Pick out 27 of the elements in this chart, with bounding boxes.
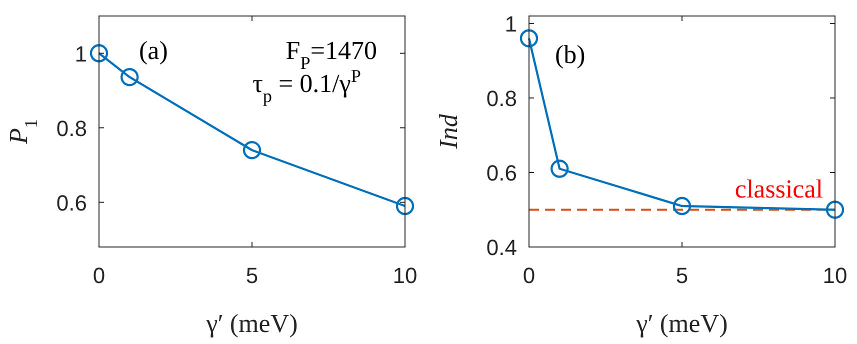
ref-line-label: classical [734,174,823,204]
point [550,160,569,178]
point [826,200,844,219]
y-tick-label: 1 [504,11,517,36]
y-tick-label: 0.6 [56,190,87,216]
y-tick-label: 0.8 [56,116,87,141]
point [242,141,262,160]
point [90,44,108,62]
point [520,29,538,48]
x-axis-title: γ′ (meV) [635,309,728,338]
x-tick-label: 5 [246,263,258,288]
point [396,196,414,216]
point [120,68,139,86]
x-tick-label: 0 [522,263,536,288]
x-tick-label: 10 [822,263,848,288]
annotation: (a) [139,36,168,65]
x-tick-label: 0 [92,263,106,288]
x-tick-label: 10 [392,263,418,288]
y-tick-label: 0.6 [486,160,517,186]
y-tick-label: 0.4 [486,235,517,260]
x-tick-label: 5 [676,263,688,288]
y-axis-title: Ind [434,113,463,150]
point [672,196,692,216]
y-tick-label: 1 [74,41,87,66]
annotation: (b) [555,40,586,69]
x-axis-title: γ′ (meV) [205,309,298,338]
y-tick-label: 0.8 [486,86,517,111]
